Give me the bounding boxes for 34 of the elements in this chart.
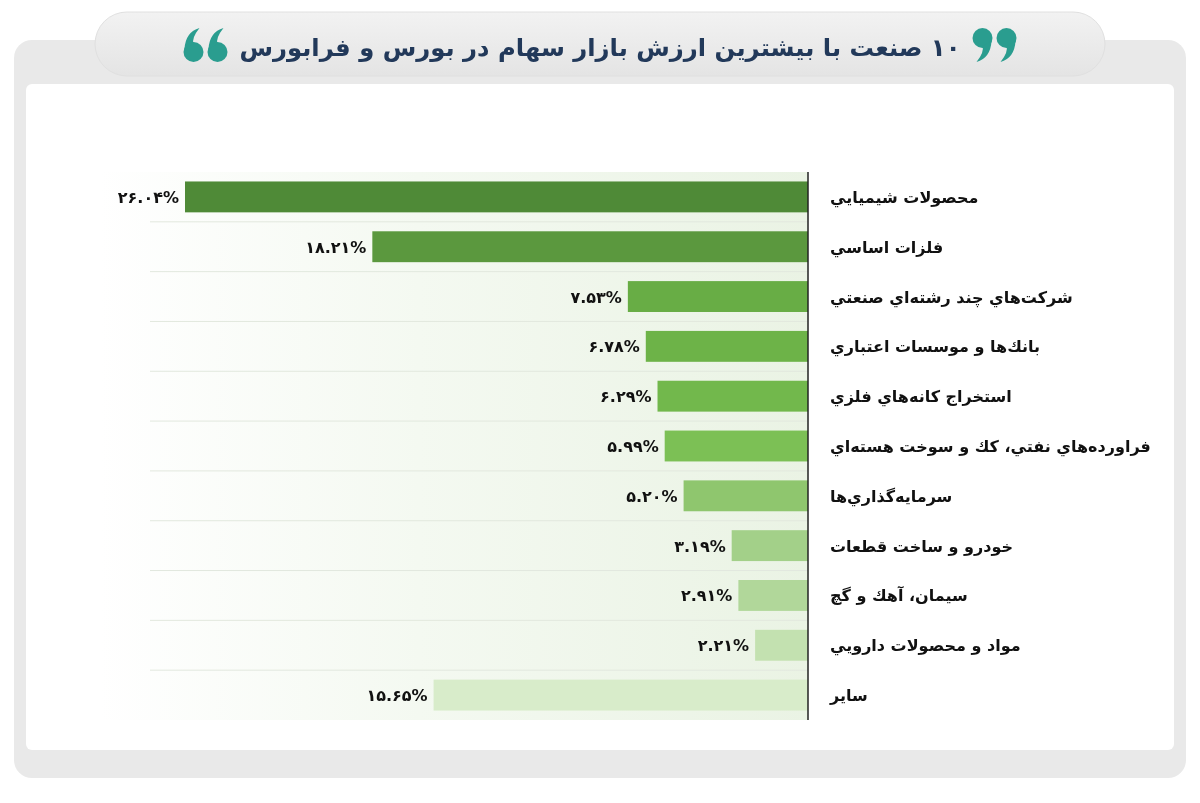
data-label: ۲.۹۱%: [680, 586, 733, 606]
data-label: ۶.۲۹%: [600, 387, 652, 407]
chart-title: ۱۰ صنعت با بیشترین ارزش بازار سهام در بورس و فرابورس: [239, 33, 961, 62]
y-tick-label: فراورده‌هاي نفتي، كك و سوخت هسته‌اي: [830, 437, 1151, 457]
data-label: ۵.۲۰%: [626, 486, 678, 506]
data-label: ۳.۱۹%: [674, 536, 726, 556]
y-tick-label: شركت‌هاي چند رشته‌اي صنعتي: [830, 287, 1073, 308]
y-tick-label: سرمايه‌گذاري‌ها: [830, 486, 953, 507]
y-tick-label: مواد و محصولات دارويي: [830, 636, 1021, 657]
data-label: ۷.۵۳%: [570, 287, 622, 307]
bar: [731, 530, 808, 562]
data-label: ۲.۲۱%: [697, 636, 750, 656]
bar: [755, 629, 808, 661]
bar: [185, 181, 808, 213]
y-tick-label: محصولات شيميايي: [830, 187, 979, 208]
data-label: ۶.۷۸%: [588, 337, 640, 357]
y-tick-label: خودرو و ساخت قطعات: [830, 536, 1013, 556]
bar: [664, 430, 808, 462]
bar: [645, 330, 808, 362]
data-label: ۵.۹۹%: [607, 437, 659, 456]
y-tick-label: سيمان، آهك و گچ: [830, 585, 968, 606]
y-tick-label: استخراج كانه‌هاي فلزي: [830, 387, 1012, 408]
data-label: ۱۵.۶۵%: [366, 686, 428, 706]
bar: [738, 580, 808, 611]
bar: [657, 380, 808, 412]
y-tick-label: فلزات اساسي: [830, 237, 944, 258]
data-label: ۲۶.۰۴%: [117, 187, 179, 207]
y-tick-label: ساير: [829, 686, 868, 706]
y-tick-label: بانك‌ها و موسسات اعتباري: [830, 337, 1041, 358]
bar: [433, 679, 808, 711]
bar: [372, 231, 808, 263]
bar: [627, 281, 808, 312]
data-label: ۱۸.۲۱%: [305, 237, 367, 257]
bar: [683, 480, 808, 512]
